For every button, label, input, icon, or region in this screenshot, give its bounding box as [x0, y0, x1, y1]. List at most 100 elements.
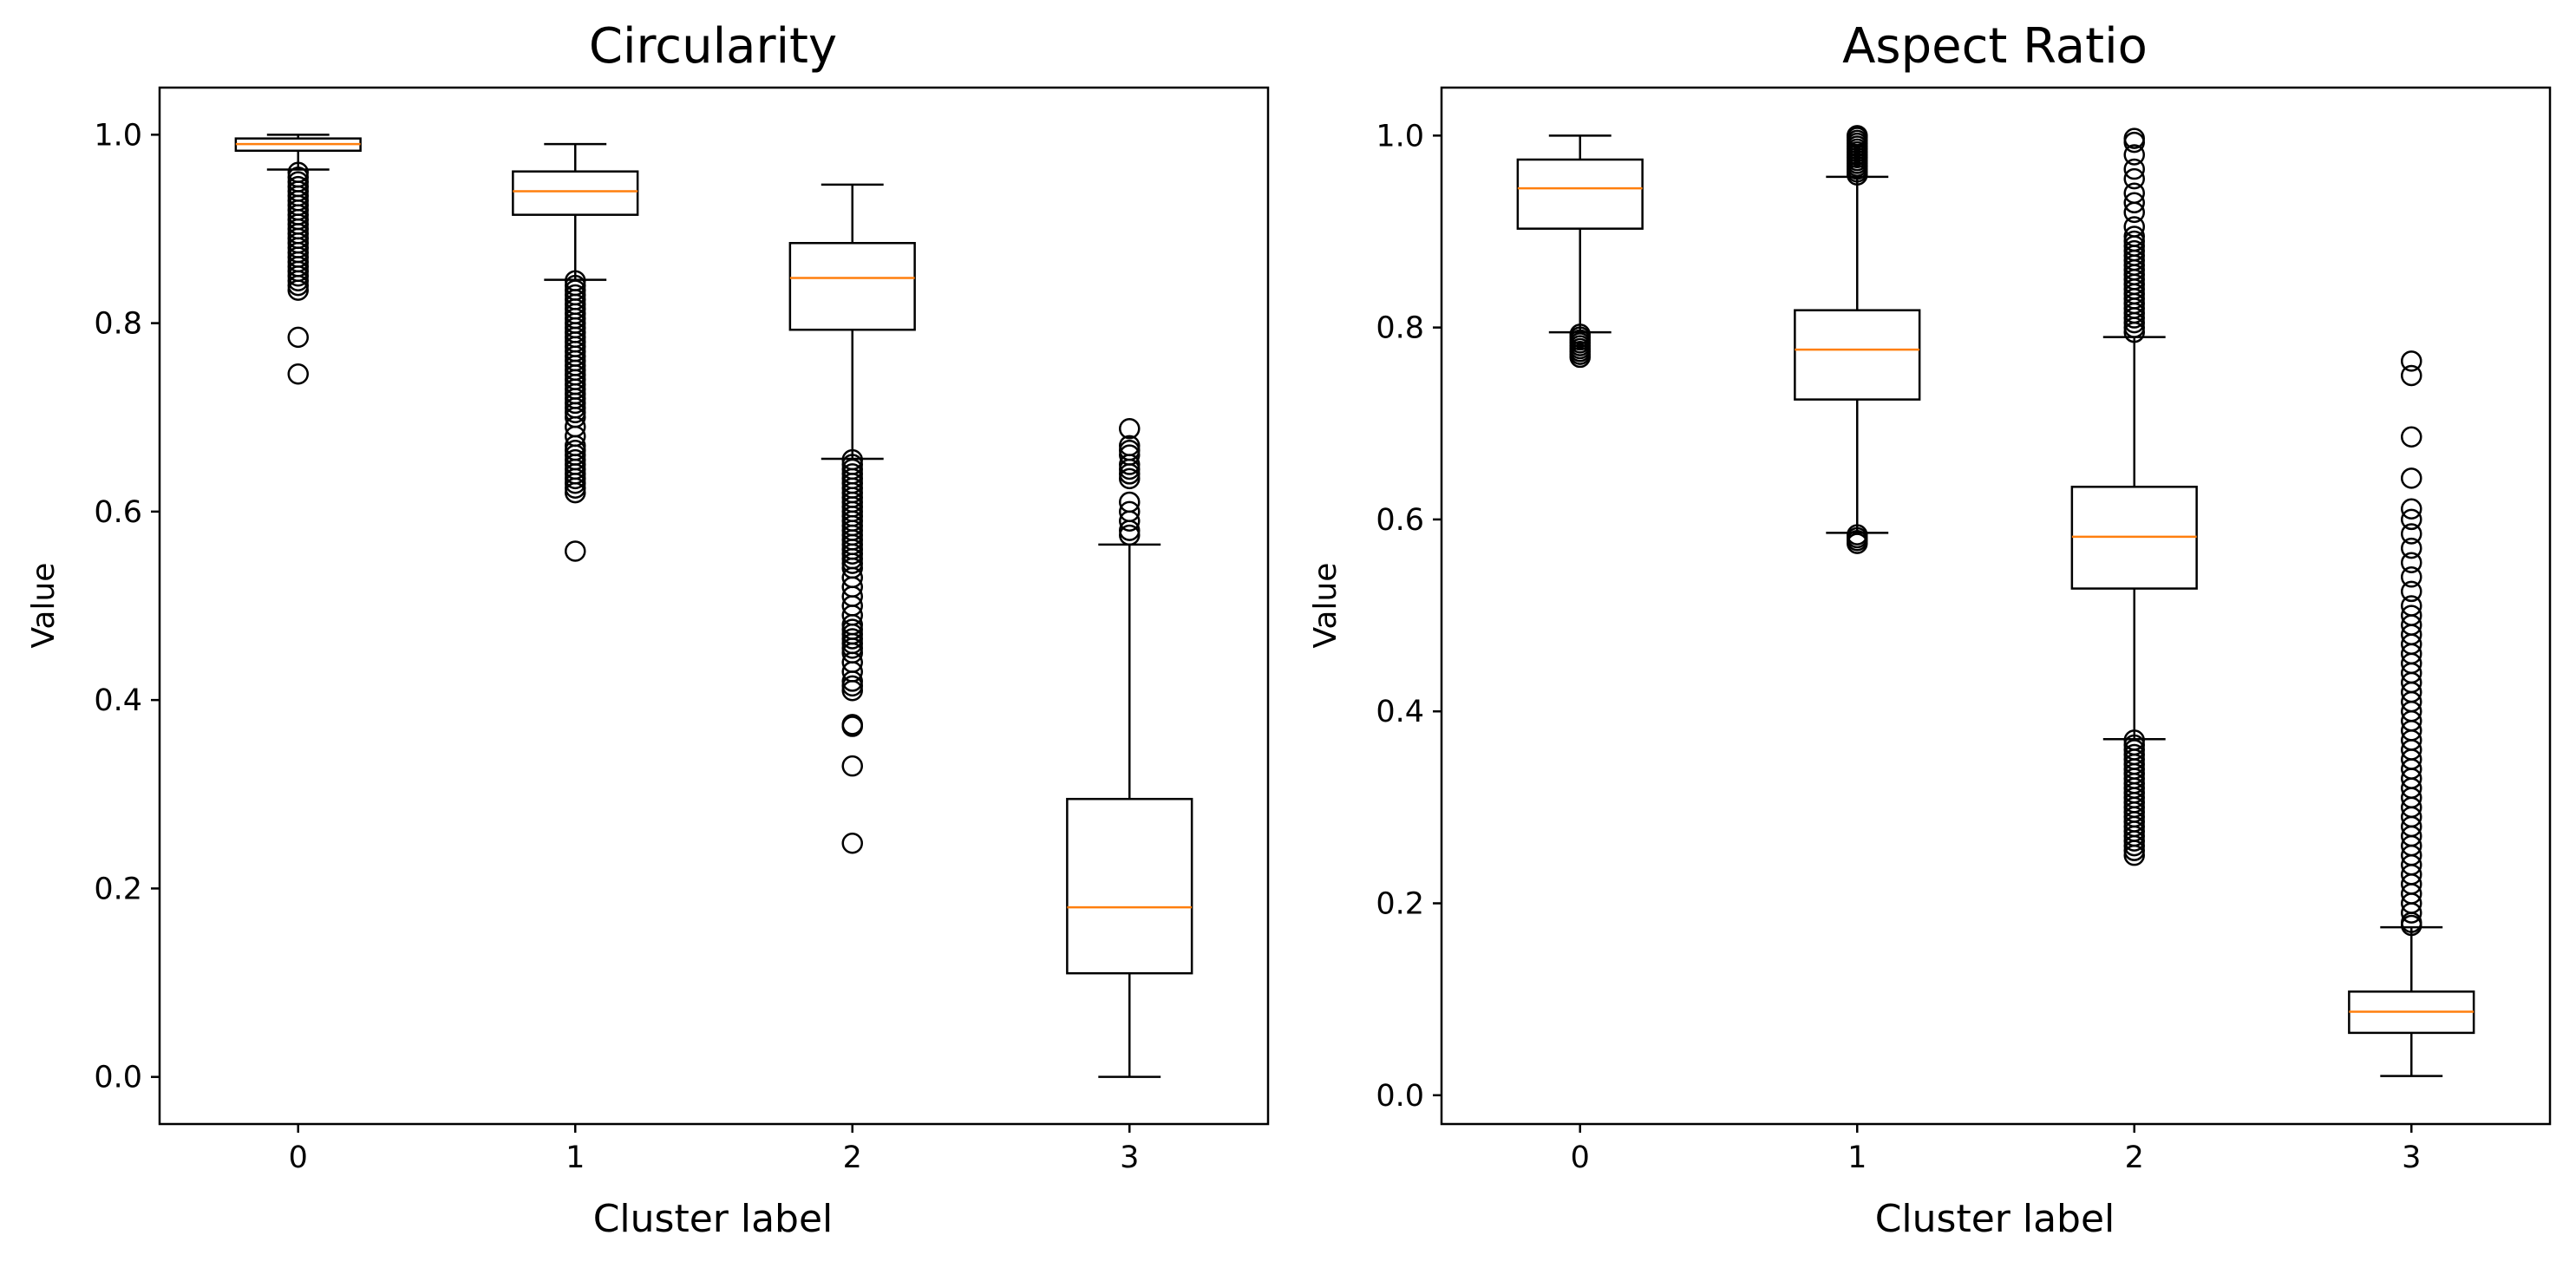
box-body: [1066, 797, 1193, 975]
outlier-point: [2401, 426, 2422, 448]
circularity-y-axis-label: Value: [26, 563, 62, 649]
outlier-point: [1119, 491, 1141, 513]
outlier-point: [841, 543, 863, 565]
outlier-point: [2401, 552, 2422, 573]
outlier-point: [2401, 537, 2422, 559]
aspect-ratio-box-cluster-0: [1516, 134, 1644, 369]
aspect-ratio-y-tick-label: 0.0: [1376, 1079, 1424, 1114]
outlier-point: [565, 477, 586, 499]
circularity-x-tick-label: 1: [566, 1141, 585, 1175]
box-body: [512, 170, 639, 216]
outlier-point: [287, 274, 309, 297]
outlier-point: [2123, 307, 2145, 329]
outlier-point: [2123, 201, 2145, 224]
outlier-point: [1119, 435, 1141, 457]
outlier-point: [841, 755, 863, 777]
outlier-point: [841, 628, 863, 650]
aspect-ratio-box-cluster-2: [2070, 127, 2198, 866]
circularity-y-tick-label: 0.6: [94, 495, 142, 530]
outlier-point: [565, 473, 586, 494]
outlier-point: [2401, 467, 2422, 489]
outlier-point: [287, 363, 309, 385]
aspect-ratio-axes-frame: [1440, 86, 2552, 1126]
outlier-point: [1119, 524, 1141, 546]
aspect-ratio-y-tick-label: 0.6: [1376, 503, 1424, 538]
aspect-ratio-x-tick-label: 2: [2125, 1141, 2144, 1175]
outlier-point: [1119, 444, 1141, 466]
aspect-ratio-y-axis-label: Value: [1308, 563, 1344, 649]
outlier-point: [2401, 498, 2422, 520]
outlier-point: [2123, 167, 2145, 190]
box-body: [788, 242, 916, 331]
outlier-point: [2401, 523, 2422, 545]
outlier-point: [2401, 580, 2422, 603]
outlier-point: [2123, 144, 2145, 166]
outlier-point: [2123, 830, 2145, 852]
outlier-point: [565, 467, 586, 490]
outlier-point: [287, 279, 309, 301]
outlier-point: [1119, 500, 1141, 523]
aspect-ratio-panel: Aspect Ratio Cluster label Value 0.0 0.2 0…: [1308, 18, 2552, 1241]
aspect-ratio-x-tick-label: 0: [1571, 1141, 1590, 1175]
outlier-point: [841, 552, 863, 574]
outlier-point: [2401, 350, 2422, 372]
outlier-point: [2123, 131, 2145, 154]
aspect-ratio-box-cluster-3: [2348, 350, 2475, 1077]
box-body: [1516, 158, 1644, 230]
outlier-point: [1847, 164, 1868, 186]
outlier-point: [2123, 311, 2145, 334]
aspect-ratio-y-tick-label: 0.2: [1376, 887, 1424, 922]
aspect-ratio-box-cluster-1: [1794, 125, 1921, 554]
circularity-box-cluster-0: [234, 134, 362, 385]
aspect-ratio-title: Aspect Ratio: [1842, 18, 2148, 75]
outlier-point: [2401, 914, 2422, 937]
outlier-point: [287, 326, 309, 349]
circularity-x-tick-label: 3: [1120, 1141, 1139, 1175]
outlier-point: [1119, 418, 1141, 440]
outlier-point: [2401, 566, 2422, 588]
aspect-ratio-x-tick-label: 1: [1847, 1141, 1867, 1175]
outlier-point: [2123, 192, 2145, 214]
circularity-y-tick-label: 0.8: [94, 307, 142, 342]
outlier-point: [287, 265, 309, 287]
circularity-x-tick-label: 2: [843, 1141, 862, 1175]
outlier-point: [841, 637, 863, 659]
circularity-axes-frame: [158, 86, 1270, 1126]
circularity-y-tick-label: 0.4: [94, 683, 142, 718]
circularity-y-tick-label: 1.0: [94, 118, 142, 153]
aspect-ratio-y-tick-label: 1.0: [1376, 119, 1424, 154]
circularity-y-tick-label: 0.2: [94, 872, 142, 906]
outlier-point: [287, 270, 309, 291]
box-body: [1794, 309, 1921, 401]
circularity-plot-area: 0.0 0.2 0.4 0.6 0.8 1.0 0 1 2 3: [94, 86, 1270, 1175]
outlier-point: [841, 675, 863, 697]
circularity-title: Circularity: [589, 18, 837, 75]
outlier-point: [841, 670, 863, 692]
outlier-point: [2123, 834, 2145, 857]
circularity-x-tick-label: 0: [289, 1141, 308, 1175]
outlier-point: [2401, 364, 2422, 387]
outlier-point: [1847, 533, 1868, 554]
outlier-point: [2123, 158, 2145, 180]
circularity-box-cluster-3: [1066, 418, 1193, 1078]
outlier-point: [565, 481, 586, 504]
outlier-point: [2123, 840, 2145, 861]
circularity-box-cluster-1: [512, 142, 639, 562]
circularity-x-axis-label: Cluster label: [593, 1197, 834, 1241]
outlier-point: [2123, 844, 2145, 866]
outlier-point: [1119, 440, 1141, 461]
circularity-box-cluster-2: [788, 183, 916, 854]
outlier-point: [565, 540, 586, 562]
outlier-point: [1119, 467, 1141, 490]
outlier-point: [841, 716, 863, 737]
aspect-ratio-x-tick-label: 3: [2402, 1141, 2421, 1175]
outlier-point: [2123, 321, 2145, 343]
outlier-point: [1569, 346, 1591, 369]
outlier-point: [841, 680, 863, 702]
aspect-ratio-x-axis-label: Cluster label: [1875, 1197, 2115, 1241]
aspect-ratio-plot-area: 0.0 0.2 0.4 0.6 0.8 1.0 0 1 2 3: [1376, 86, 2552, 1175]
outlier-point: [2123, 317, 2145, 338]
outlier-point: [2401, 902, 2422, 924]
aspect-ratio-y-tick-label: 0.4: [1376, 695, 1424, 729]
